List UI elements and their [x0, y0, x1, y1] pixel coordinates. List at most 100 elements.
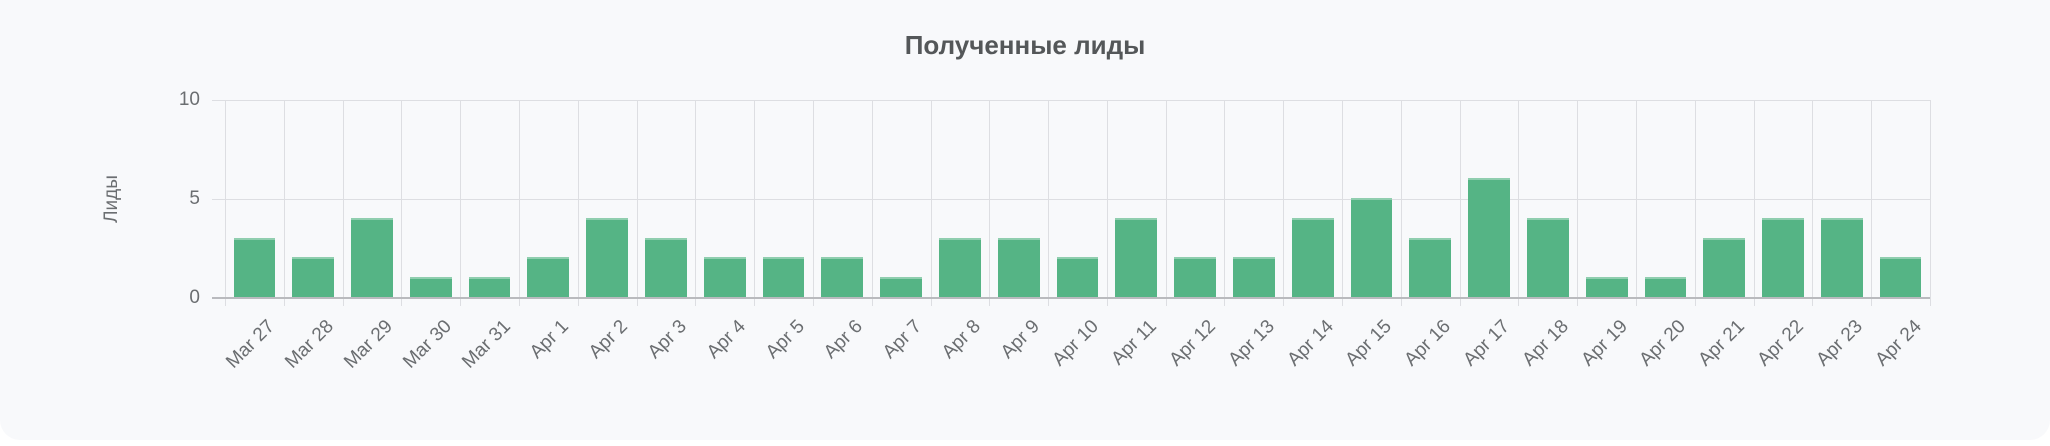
v-gridline — [812, 100, 814, 306]
bar-apr-8[interactable] — [939, 237, 981, 297]
bar-mar-30[interactable] — [409, 277, 452, 297]
x-tick-label: Apr 13 — [1224, 316, 1279, 371]
bar-apr-23[interactable] — [1820, 217, 1863, 297]
bar-mar-31[interactable] — [468, 277, 511, 297]
bar-apr-22[interactable] — [1762, 217, 1804, 297]
v-gridline — [1224, 100, 1226, 306]
x-tick-label: Apr 20 — [1635, 316, 1691, 371]
x-tick-label: Mar 31 — [457, 316, 515, 373]
bar-apr-24[interactable] — [1879, 257, 1922, 297]
bar-apr-13[interactable] — [1233, 257, 1275, 297]
x-tick-label: Mar 29 — [340, 316, 397, 373]
x-axis-labels: Mar 27 Mar 28 Mar 29 Mar 30 Mar 31 Apr 1 Apr 2… — [222, 306, 1930, 426]
h-gridline — [212, 100, 1930, 101]
x-tick-label: Apr 17 — [1459, 316, 1514, 371]
bar-apr-1[interactable] — [527, 257, 570, 297]
v-gridline — [342, 100, 344, 306]
v-gridline — [1165, 100, 1167, 306]
bar-apr-5[interactable] — [762, 257, 805, 297]
y-tick-label: 10 — [178, 89, 200, 110]
y-axis-tick-labels: 0 5 10 — [0, 89, 200, 308]
bar-apr-4[interactable] — [703, 257, 746, 297]
v-gridline — [1283, 100, 1285, 306]
v-gridline — [1106, 100, 1108, 306]
v-gridline — [518, 100, 520, 306]
v-gridline — [989, 100, 991, 306]
bar-apr-15[interactable] — [1350, 198, 1393, 297]
bar-apr-18[interactable] — [1526, 217, 1569, 297]
v-gridline — [1812, 100, 1814, 306]
bar-mar-28[interactable] — [292, 257, 335, 297]
x-tick-label: Apr 11 — [1107, 316, 1162, 370]
x-tick-label: Mar 27 — [222, 316, 280, 373]
bar-apr-3[interactable] — [645, 237, 687, 297]
v-gridline — [577, 100, 579, 306]
v-gridline — [460, 100, 462, 306]
bar-apr-10[interactable] — [1056, 257, 1099, 297]
x-tick-label: Apr 4 — [702, 316, 750, 363]
x-tick-label: Apr 1 — [526, 316, 574, 363]
x-tick-label: Apr 19 — [1577, 316, 1632, 371]
x-tick-label: Apr 16 — [1400, 316, 1456, 371]
h-gridline — [212, 199, 1930, 200]
x-tick-label: Apr 5 — [761, 316, 809, 363]
v-gridline — [283, 100, 285, 306]
x-tick-label: Apr 6 — [820, 316, 868, 363]
v-gridline — [1930, 100, 1931, 306]
bar-apr-12[interactable] — [1174, 257, 1216, 297]
bar-apr-2[interactable] — [586, 217, 628, 297]
plot-area — [212, 100, 1931, 306]
bar-apr-11[interactable] — [1115, 217, 1158, 297]
x-tick-label: Apr 15 — [1341, 316, 1397, 371]
v-gridline — [754, 100, 756, 306]
v-gridline — [401, 100, 403, 306]
x-tick-label: Apr 18 — [1518, 316, 1573, 371]
v-gridline — [871, 100, 873, 306]
v-gridline — [1636, 100, 1638, 306]
x-tick-label: Apr 21 — [1694, 316, 1750, 371]
bar-mar-27[interactable] — [233, 237, 276, 297]
y-tick-label: 5 — [189, 188, 200, 209]
x-tick-label: Apr 14 — [1283, 316, 1338, 371]
bar-apr-7[interactable] — [880, 277, 922, 297]
bar-apr-9[interactable] — [997, 237, 1040, 297]
v-gridline — [695, 100, 697, 306]
x-axis-line — [212, 297, 1930, 299]
x-tick-label: Apr 2 — [585, 316, 633, 363]
x-tick-label: Apr 7 — [878, 316, 926, 363]
v-gridline — [1518, 100, 1520, 306]
v-gridline — [1694, 100, 1696, 306]
bar-mar-29[interactable] — [351, 217, 393, 297]
x-tick-label: Apr 8 — [937, 316, 985, 363]
bar-apr-21[interactable] — [1703, 237, 1746, 297]
bar-apr-19[interactable] — [1585, 277, 1628, 297]
bar-apr-16[interactable] — [1409, 237, 1452, 297]
v-gridline — [225, 100, 226, 306]
x-tick-label: Apr 12 — [1165, 316, 1220, 371]
x-tick-label: Apr 10 — [1047, 316, 1103, 371]
x-tick-label: Apr 3 — [643, 316, 691, 363]
x-tick-label: Mar 30 — [398, 316, 456, 373]
v-gridline — [1459, 100, 1461, 306]
bar-apr-6[interactable] — [821, 257, 864, 297]
v-gridline — [1400, 100, 1402, 306]
v-gridline — [1342, 100, 1344, 306]
chart-title: Полученные лиды — [904, 30, 1146, 60]
y-tick-label: 0 — [189, 287, 200, 308]
bar-apr-14[interactable] — [1291, 217, 1334, 297]
x-tick-label: Apr 22 — [1753, 316, 1808, 371]
v-gridline — [1871, 100, 1873, 306]
bar-apr-20[interactable] — [1644, 277, 1687, 297]
x-tick-label: Apr 9 — [996, 316, 1044, 363]
v-gridline — [1753, 100, 1755, 306]
x-tick-label: Mar 28 — [281, 316, 339, 373]
v-gridline — [1577, 100, 1579, 306]
x-tick-label: Apr 24 — [1871, 316, 1926, 371]
v-gridline — [930, 100, 932, 306]
bar-apr-17[interactable] — [1468, 178, 1510, 297]
v-gridline — [636, 100, 638, 306]
x-tick-label: Apr 23 — [1812, 316, 1867, 371]
